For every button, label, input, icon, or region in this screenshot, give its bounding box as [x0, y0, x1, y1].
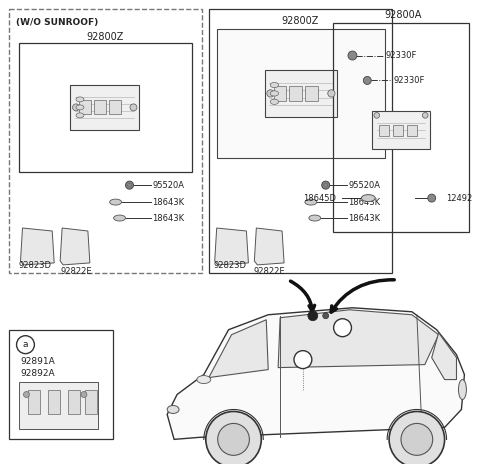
Bar — [9, 330, 113, 439]
Circle shape — [428, 194, 436, 202]
Ellipse shape — [110, 199, 121, 205]
Bar — [68, 390, 80, 414]
Text: 92822E: 92822E — [253, 267, 285, 276]
Bar — [19, 43, 192, 172]
Circle shape — [389, 412, 444, 465]
Bar — [209, 9, 392, 273]
Bar — [9, 9, 202, 273]
Bar — [216, 29, 385, 158]
Bar — [48, 390, 60, 414]
Text: 92892A: 92892A — [21, 369, 55, 378]
Circle shape — [308, 311, 318, 321]
Text: 92800Z: 92800Z — [281, 16, 319, 26]
Bar — [408, 125, 417, 136]
Text: 92330F: 92330F — [385, 51, 417, 60]
Text: 95520A: 95520A — [152, 180, 184, 190]
Circle shape — [328, 90, 335, 97]
Polygon shape — [167, 308, 465, 439]
Circle shape — [81, 392, 87, 398]
Bar — [94, 100, 106, 114]
Bar — [274, 86, 287, 101]
Bar — [379, 125, 388, 136]
Circle shape — [363, 76, 371, 85]
Ellipse shape — [114, 215, 126, 221]
Circle shape — [267, 90, 274, 97]
Bar — [108, 100, 120, 114]
Ellipse shape — [270, 82, 278, 88]
Bar — [289, 86, 302, 101]
Circle shape — [294, 351, 312, 369]
Circle shape — [401, 424, 432, 455]
Ellipse shape — [270, 91, 278, 96]
Text: a: a — [23, 340, 28, 349]
Bar — [305, 86, 318, 101]
Text: a: a — [300, 355, 306, 364]
Text: 92822E: 92822E — [60, 267, 92, 276]
Circle shape — [126, 181, 133, 189]
Text: 92330F: 92330F — [393, 76, 424, 85]
Circle shape — [323, 313, 329, 319]
Circle shape — [218, 424, 250, 455]
Text: a: a — [340, 323, 345, 332]
Text: 18643K: 18643K — [152, 213, 184, 223]
Text: 18643K: 18643K — [152, 198, 184, 206]
Text: 92891A: 92891A — [21, 357, 55, 366]
Text: 92800Z: 92800Z — [86, 32, 123, 41]
Bar — [393, 125, 403, 136]
Ellipse shape — [361, 195, 375, 202]
Ellipse shape — [167, 405, 179, 413]
Ellipse shape — [76, 105, 84, 110]
Text: 18645D: 18645D — [302, 193, 336, 203]
Ellipse shape — [270, 99, 278, 105]
Bar — [70, 85, 139, 130]
Polygon shape — [21, 228, 54, 265]
Bar — [333, 23, 469, 232]
Text: 92800A: 92800A — [384, 10, 421, 20]
Ellipse shape — [76, 97, 84, 102]
Text: 18643K: 18643K — [348, 213, 381, 223]
Circle shape — [206, 412, 261, 465]
Text: 18643K: 18643K — [348, 198, 381, 206]
Circle shape — [72, 104, 80, 111]
Circle shape — [334, 319, 351, 337]
Ellipse shape — [309, 215, 321, 221]
Polygon shape — [432, 332, 456, 379]
Ellipse shape — [458, 379, 467, 399]
Bar — [28, 390, 40, 414]
Circle shape — [374, 113, 380, 118]
Bar — [264, 70, 337, 117]
Circle shape — [422, 113, 428, 118]
Text: 92823D: 92823D — [19, 261, 51, 271]
Polygon shape — [60, 228, 90, 265]
Polygon shape — [254, 228, 284, 265]
Text: 12492: 12492 — [446, 193, 473, 203]
Text: (W/O SUNROOF): (W/O SUNROOF) — [15, 18, 98, 27]
Ellipse shape — [76, 113, 84, 118]
Bar — [372, 111, 430, 149]
Circle shape — [322, 181, 330, 189]
Bar — [79, 100, 91, 114]
Text: 92823D: 92823D — [214, 261, 247, 271]
Polygon shape — [215, 228, 249, 265]
Circle shape — [130, 104, 137, 111]
Ellipse shape — [305, 199, 317, 205]
Ellipse shape — [197, 376, 211, 384]
Polygon shape — [209, 320, 268, 378]
Circle shape — [24, 392, 29, 398]
Bar — [19, 382, 98, 429]
Polygon shape — [278, 310, 439, 368]
Text: 95520A: 95520A — [348, 180, 381, 190]
Bar — [85, 390, 97, 414]
Circle shape — [348, 51, 357, 60]
